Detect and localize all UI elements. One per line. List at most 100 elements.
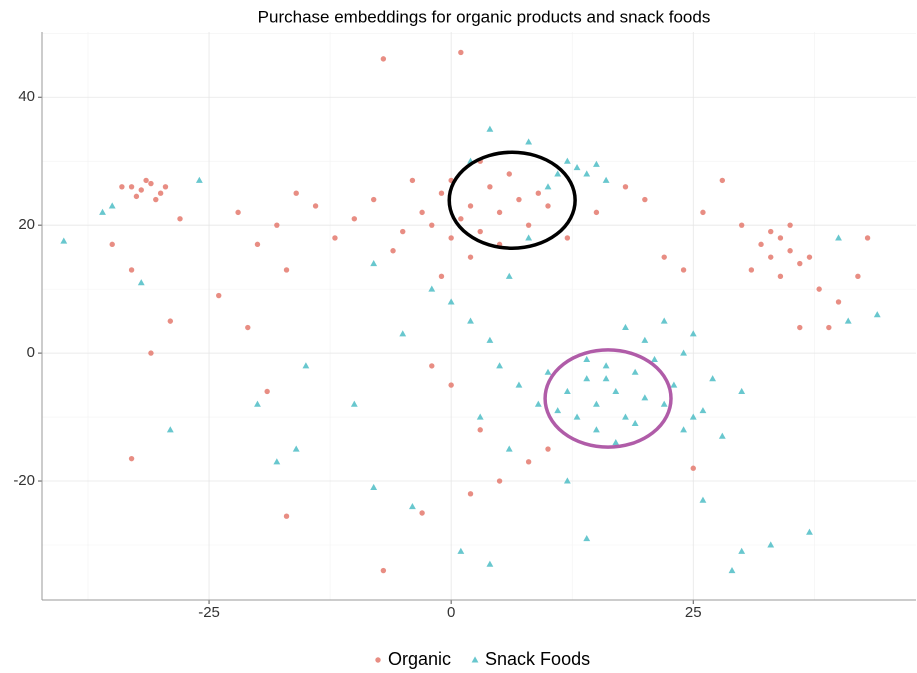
- point: [728, 566, 736, 574]
- point: [593, 160, 600, 167]
- point: [486, 560, 494, 567]
- point: [554, 407, 562, 414]
- x-tick-label: 0: [447, 604, 455, 621]
- annotation-ellipse: [447, 150, 577, 250]
- point: [699, 496, 707, 503]
- point: [768, 254, 774, 260]
- point: [835, 234, 842, 241]
- point: [612, 387, 620, 394]
- point: [738, 387, 746, 394]
- point: [777, 235, 784, 241]
- point: [177, 216, 183, 222]
- point: [496, 478, 503, 484]
- point: [302, 362, 310, 369]
- point: [535, 190, 542, 196]
- point: [631, 419, 639, 426]
- point: [419, 510, 425, 516]
- point: [487, 184, 493, 190]
- point: [690, 465, 696, 471]
- point: [583, 355, 591, 363]
- point: [554, 170, 562, 177]
- point: [409, 177, 416, 184]
- legend-marker: [471, 656, 479, 663]
- point: [767, 541, 775, 548]
- point: [195, 176, 203, 183]
- point: [128, 455, 135, 462]
- point: [660, 317, 668, 324]
- point: [583, 534, 591, 542]
- point: [380, 56, 387, 62]
- point: [447, 298, 455, 305]
- point: [380, 567, 387, 574]
- point: [274, 222, 280, 228]
- point: [428, 285, 436, 292]
- chart-title: Purchase embeddings for organic products…: [258, 7, 711, 26]
- point: [109, 241, 115, 248]
- point: [806, 528, 813, 535]
- point: [593, 209, 600, 216]
- point: [641, 336, 649, 343]
- point: [350, 400, 358, 407]
- legend-marker: [375, 657, 381, 663]
- point: [573, 164, 581, 171]
- point: [689, 413, 697, 420]
- point: [670, 381, 678, 388]
- point: [719, 177, 726, 184]
- point: [768, 228, 774, 235]
- point: [138, 187, 144, 193]
- point: [448, 235, 454, 241]
- point: [216, 292, 222, 299]
- point: [143, 177, 149, 184]
- point: [680, 267, 687, 273]
- point: [467, 491, 474, 497]
- point: [506, 171, 512, 177]
- point: [283, 267, 290, 273]
- point: [563, 157, 571, 164]
- point: [505, 445, 513, 452]
- point: [700, 209, 706, 216]
- point: [709, 375, 717, 382]
- point: [235, 209, 241, 216]
- point: [370, 483, 378, 490]
- point: [680, 426, 687, 433]
- point: [162, 184, 169, 190]
- point: [602, 375, 610, 382]
- point: [525, 222, 532, 228]
- legend: Organic Snack Foods: [375, 649, 590, 669]
- point: [689, 330, 697, 337]
- point: [797, 324, 803, 331]
- point: [622, 413, 629, 420]
- point: [419, 209, 425, 216]
- point: [525, 459, 532, 465]
- point: [573, 413, 581, 420]
- legend-label: Organic: [388, 649, 451, 669]
- point: [496, 209, 503, 216]
- point: [660, 400, 668, 407]
- point: [312, 203, 319, 209]
- point: [622, 184, 629, 190]
- point: [855, 273, 861, 280]
- point: [128, 267, 135, 273]
- point: [108, 202, 116, 209]
- point: [545, 203, 551, 209]
- point: [787, 222, 793, 228]
- point: [642, 196, 648, 203]
- point: [816, 286, 822, 292]
- point: [273, 458, 281, 465]
- point: [254, 400, 261, 407]
- point: [835, 299, 842, 305]
- point: [370, 196, 377, 203]
- point: [137, 279, 145, 286]
- point: [467, 317, 474, 324]
- point: [718, 432, 726, 439]
- point: [777, 273, 784, 280]
- point: [564, 235, 571, 241]
- point: [429, 363, 435, 369]
- point: [544, 368, 552, 375]
- point: [429, 222, 435, 228]
- point: [283, 513, 290, 519]
- point: [797, 260, 803, 267]
- point: [166, 426, 174, 433]
- point: [525, 138, 533, 145]
- x-tick-label: 25: [685, 604, 702, 621]
